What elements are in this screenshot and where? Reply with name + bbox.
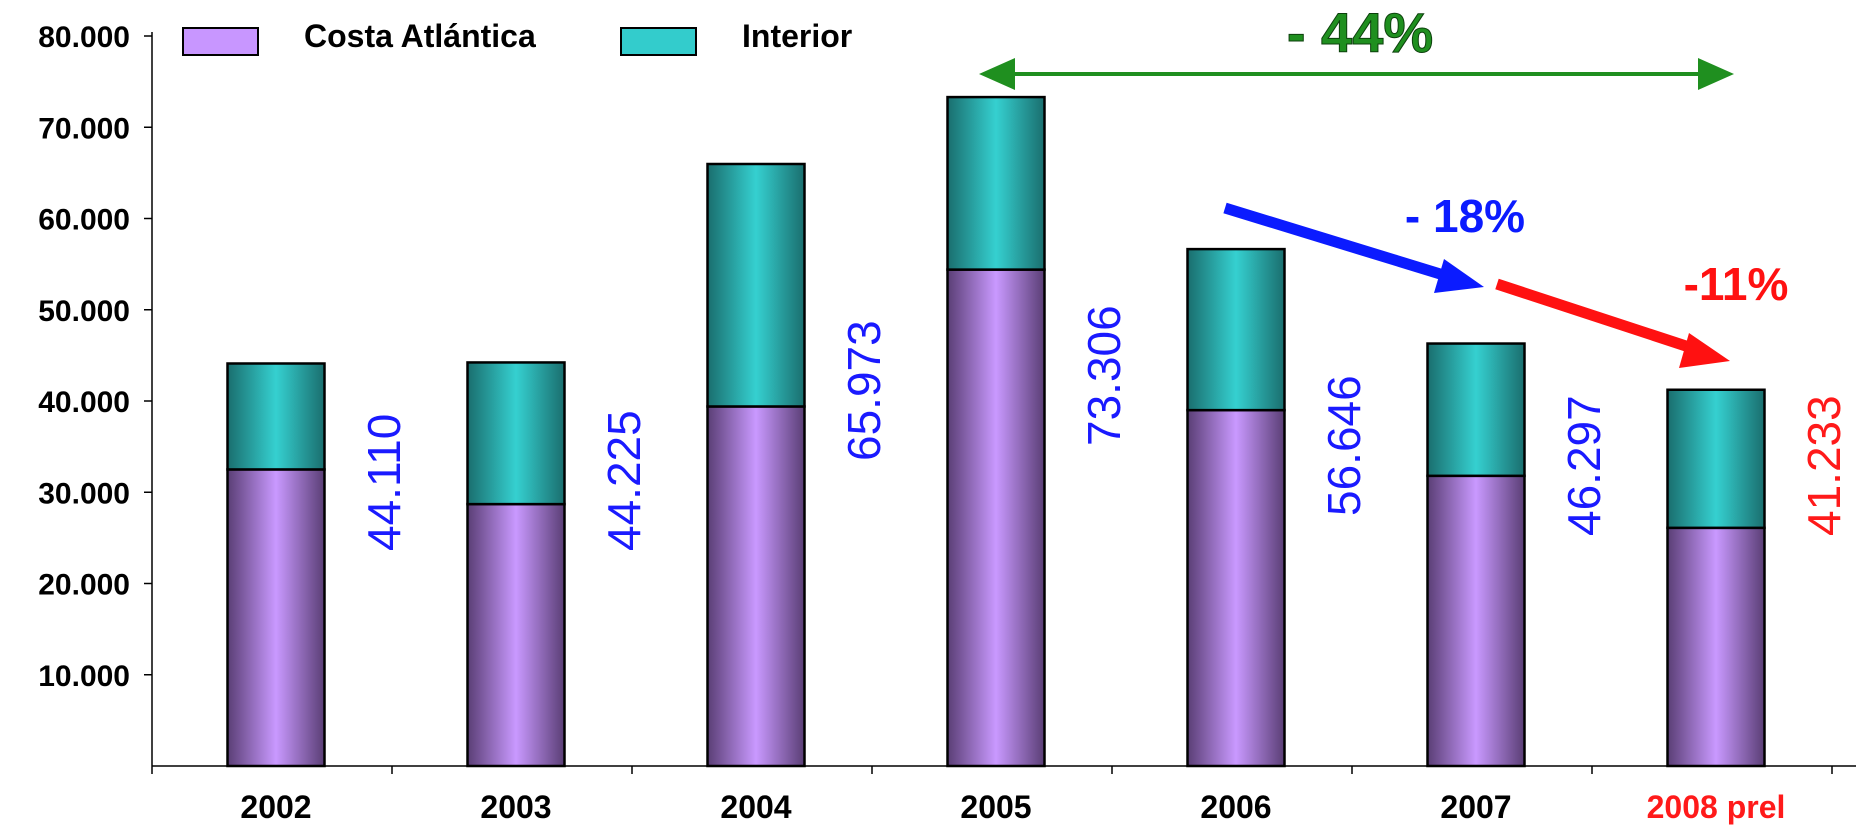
annotation-label-44: - 44% (1287, 1, 1433, 64)
bar-costa-atlantica-6 (1666, 526, 1766, 768)
y-tick-label: 80.000 (38, 21, 130, 54)
bars (226, 95, 1766, 768)
y-tick-label: 10.000 (38, 660, 130, 693)
y-tick-label: 60.000 (38, 204, 130, 237)
legend-label-costa-atlantica: Costa Atlántica (304, 18, 536, 54)
axes: 10.000 20.000 30.000 40.000 50.000 60.000 70.0… (38, 21, 1856, 774)
labels: 2002 44.110 2003 44.225 2004 65.973 2005 73.306… (240, 305, 1850, 825)
x-tick-label: 2003 (480, 789, 551, 825)
bar-costa-atlantica-3 (946, 268, 1046, 768)
bar-costa-atlantica-5 (1426, 474, 1526, 768)
bar-costa-atlantica-0 (226, 468, 326, 768)
total-label: 56.646 (1318, 375, 1370, 516)
x-tick-label: 2007 (1440, 789, 1511, 825)
x-tick-label: 2004 (720, 789, 791, 825)
legend: Costa Atlántica Interior (182, 18, 852, 56)
bar-interior-2 (706, 162, 806, 408)
total-label: 46.297 (1558, 395, 1610, 536)
bar-interior-5 (1426, 342, 1526, 478)
y-tick-label: 50.000 (38, 295, 130, 328)
legend-swatch-interior (620, 27, 697, 56)
bar-interior-3 (946, 95, 1046, 271)
annotation-arrow-11 (1495, 278, 1697, 355)
legend-label-interior: Interior (742, 18, 852, 54)
x-tick-label: 2008 prel (1647, 789, 1786, 825)
total-label: 44.110 (358, 414, 410, 551)
annotation-label-11: -11% (1684, 258, 1789, 310)
bar-interior-4 (1186, 247, 1286, 412)
x-tick-label: 2002 (240, 789, 311, 825)
bar-interior-6 (1666, 388, 1766, 530)
y-tick-label: 70.000 (38, 112, 130, 145)
bar-costa-atlantica-2 (706, 405, 806, 768)
y-tick-label: 20.000 (38, 569, 130, 602)
x-tick-label: 2006 (1200, 789, 1271, 825)
bar-interior-1 (466, 361, 566, 506)
bar-costa-atlantica-1 (466, 502, 566, 768)
bar-costa-atlantica-4 (1186, 408, 1286, 768)
y-tick-label: 40.000 (38, 386, 130, 419)
y-tick-label: 30.000 (38, 477, 130, 510)
bar-interior-0 (226, 362, 326, 471)
total-label: 41.233 (1798, 395, 1850, 536)
annotation-arrow-18 (1223, 202, 1452, 283)
x-tick-label: 2005 (960, 789, 1031, 825)
total-label: 44.225 (598, 410, 650, 551)
annotation-label-18: - 18% (1405, 190, 1525, 242)
annotation-arrowhead-18 (1434, 259, 1484, 293)
total-label: 65.973 (838, 320, 890, 461)
annotations: - 44% - 18% -11% (979, 1, 1789, 368)
legend-swatch-costa-atlantica (182, 27, 259, 56)
annotation-arrowhead-11 (1679, 333, 1730, 368)
total-label: 73.306 (1078, 305, 1130, 446)
